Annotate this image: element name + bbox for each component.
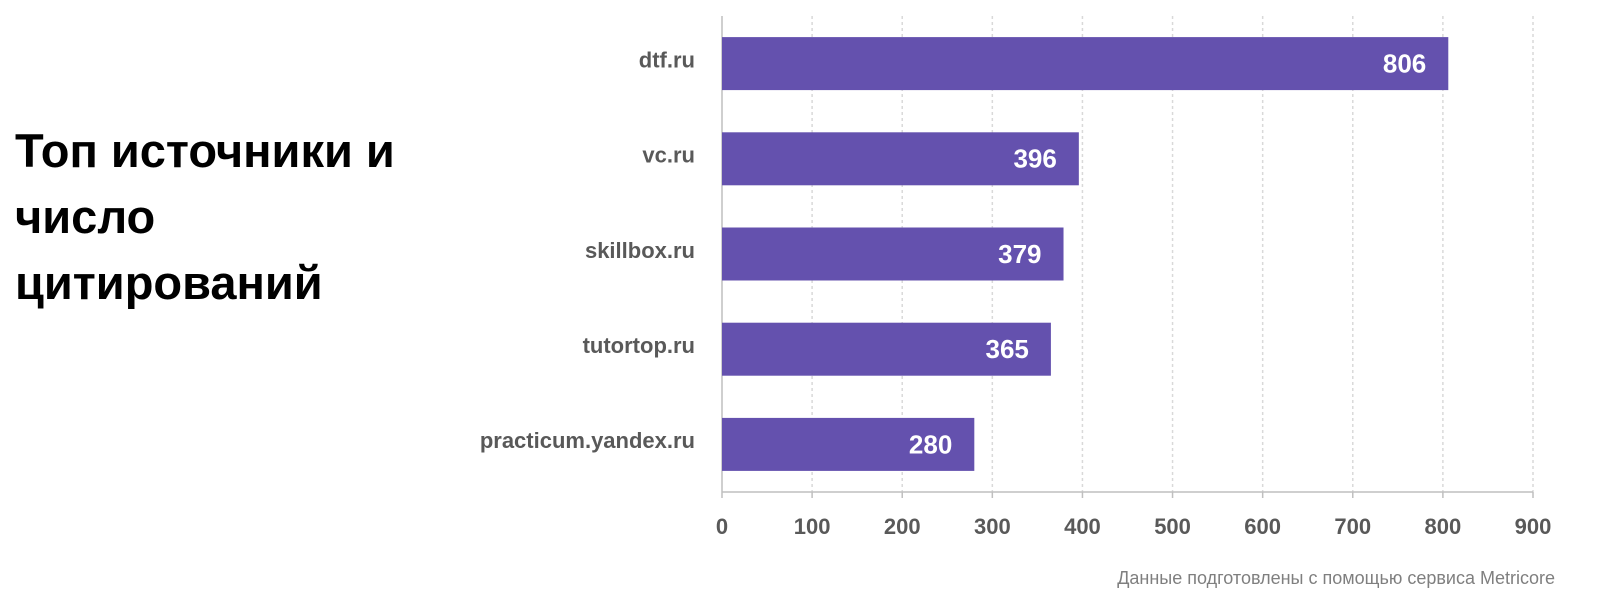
y-tick-label: practicum.yandex.ru [480,428,695,453]
chart-title: Топ источники и число цитирований [15,124,395,309]
x-tick-label: 900 [1515,514,1552,539]
x-tick-label: 700 [1334,514,1371,539]
bar [722,227,1064,281]
source-note: Данные подготовлены с помощью сервиса Me… [1117,568,1555,588]
x-tick-label: 0 [716,514,728,539]
bar [722,322,1051,376]
bar [722,37,1449,91]
y-tick-label: vc.ru [642,143,695,168]
x-tick-label: 400 [1064,514,1101,539]
y-tick-label: tutortop.ru [583,333,695,358]
x-tick-label: 800 [1425,514,1462,539]
value-label: 280 [909,429,952,459]
y-tick-label: skillbox.ru [585,238,695,263]
value-label: 365 [986,334,1029,364]
x-tick-label: 200 [884,514,921,539]
value-label: 396 [1013,144,1056,174]
y-tick-label: dtf.ru [639,47,695,72]
x-tick-label: 500 [1154,514,1191,539]
x-tick-label: 600 [1244,514,1281,539]
x-tick-label: 100 [794,514,831,539]
value-label: 379 [998,239,1041,269]
value-label: 806 [1383,48,1426,78]
bar [722,417,975,471]
bar [722,132,1079,186]
x-tick-label: 300 [974,514,1011,539]
